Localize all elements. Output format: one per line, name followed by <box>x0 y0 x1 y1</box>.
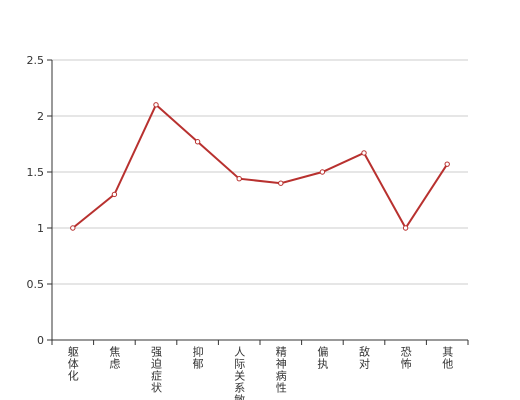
line <box>72 103 449 230</box>
x-tick-label: 焦虑 <box>108 346 121 370</box>
y-tick-label: 2.5 <box>27 54 45 67</box>
x-tick-label: 精神病性 <box>274 346 287 394</box>
x-tick-label: 敌对 <box>358 345 371 370</box>
x-tick-label: 偏执 <box>316 345 329 370</box>
point <box>278 180 284 186</box>
point <box>236 176 242 182</box>
point <box>194 139 201 145</box>
y-tick-label: 0 <box>37 334 44 347</box>
point <box>70 225 76 231</box>
y-tick-label: 0.5 <box>27 278 45 291</box>
x-tick-label: 人际关系敏感 <box>233 346 246 400</box>
x-tick-label: 强迫症状 <box>150 346 163 394</box>
point <box>111 191 118 198</box>
point <box>444 161 450 167</box>
y-tick-label: 1.5 <box>27 166 45 179</box>
point <box>319 169 326 175</box>
x-tick-label: 其他 <box>441 346 454 370</box>
x-tick-label: 恐怖 <box>399 346 412 370</box>
x-tick-label: 躯体化 <box>66 346 79 382</box>
point <box>153 102 159 108</box>
point <box>361 150 367 156</box>
y-tick-label: 2 <box>37 110 44 123</box>
point <box>402 225 409 231</box>
x-tick-label: 抑郁 <box>191 345 204 370</box>
y-tick-label: 1 <box>37 222 44 235</box>
